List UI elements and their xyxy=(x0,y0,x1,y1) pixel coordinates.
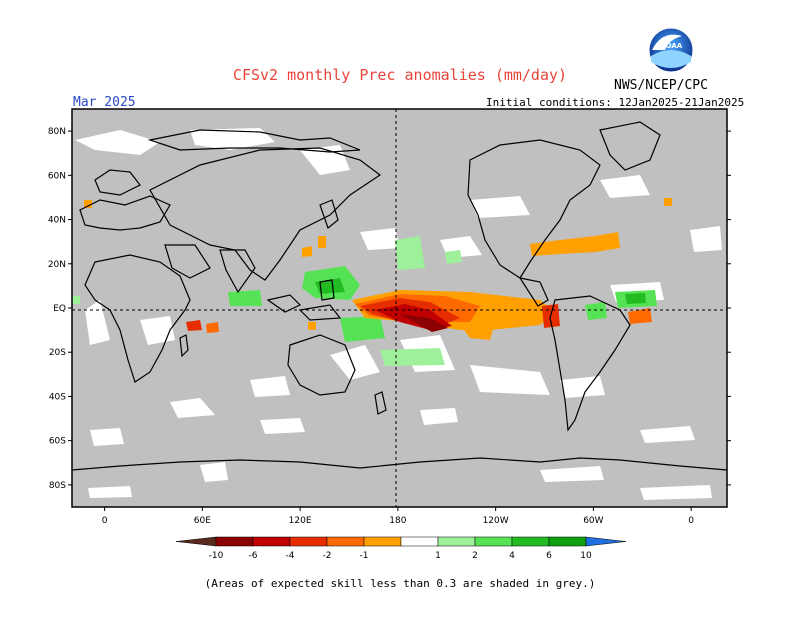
white-skill-regions xyxy=(75,128,722,500)
lat-tick-label: 80S xyxy=(49,481,66,491)
lon-tick-label: 0 xyxy=(102,516,108,526)
footnote: (Areas of expected skill less than 0.3 a… xyxy=(204,577,596,590)
colorbar: -10 -6 -4 -2 -1 1 2 4 6 10 xyxy=(175,536,627,561)
forecast-month: Mar 2025 xyxy=(73,95,136,110)
noaa-logo-text: NOAA xyxy=(660,42,683,50)
chart-title: CFSv2 monthly Prec anomalies (mm/day) xyxy=(232,66,568,84)
lon-tick-label: 60E xyxy=(194,516,211,526)
colorbar-low-arrow xyxy=(175,536,217,547)
lat-tick-label: 20N xyxy=(48,260,66,270)
colorbar-box xyxy=(363,536,402,547)
lon-tick-label: 120W xyxy=(483,516,509,526)
lat-tick-label: 40S xyxy=(49,392,66,402)
coastlines xyxy=(72,121,727,471)
colorbar-box xyxy=(215,536,254,547)
lon-tick-label: 0 xyxy=(688,516,694,526)
colorbar-label: 1 xyxy=(435,551,441,561)
colorbar-high-arrow xyxy=(585,536,627,547)
dry-anomalies xyxy=(84,198,672,340)
colorbar-label: 4 xyxy=(509,551,515,561)
longitude-axis: 0 60E 120E 180 120W 60W 0 xyxy=(102,507,694,526)
colorbar-label: -10 xyxy=(209,551,224,561)
wet-anomalies xyxy=(72,236,657,366)
colorbar-box xyxy=(548,536,587,547)
noaa-logo: NOAA xyxy=(648,27,694,73)
lon-tick-label: 60W xyxy=(583,516,603,526)
colorbar-box xyxy=(252,536,291,547)
colorbar-label: 2 xyxy=(472,551,478,561)
colorbar-box xyxy=(289,536,328,547)
colorbar-label: -6 xyxy=(249,551,258,561)
colorbar-label: -4 xyxy=(286,551,295,561)
colorbar-label: 10 xyxy=(580,551,592,561)
latitude-axis: 80N 60N 40N 20N EQ 20S 40S 60S 80S xyxy=(48,127,731,491)
initial-conditions: Initial conditions: 12Jan2025-21Jan2025 xyxy=(486,96,745,109)
agency-label: NWS/NCEP/CPC xyxy=(614,78,708,93)
colorbar-label: -1 xyxy=(360,551,369,561)
lat-tick-label: 40N xyxy=(48,216,66,226)
lon-tick-label: 180 xyxy=(389,516,406,526)
colorbar-box xyxy=(474,536,513,547)
lon-tick-label: 120E xyxy=(289,516,312,526)
lat-tick-label: 60N xyxy=(48,171,66,181)
lat-tick-label: 80N xyxy=(48,127,66,137)
colorbar-box xyxy=(437,536,476,547)
lat-tick-label: EQ xyxy=(53,304,66,314)
map-plot xyxy=(72,109,727,507)
colorbar-box xyxy=(400,536,439,547)
colorbar-label: 6 xyxy=(546,551,552,561)
lat-tick-label: 20S xyxy=(49,348,66,358)
colorbar-box xyxy=(326,536,365,547)
lat-tick-label: 60S xyxy=(49,437,66,447)
colorbar-label: -2 xyxy=(323,551,332,561)
colorbar-box xyxy=(511,536,550,547)
